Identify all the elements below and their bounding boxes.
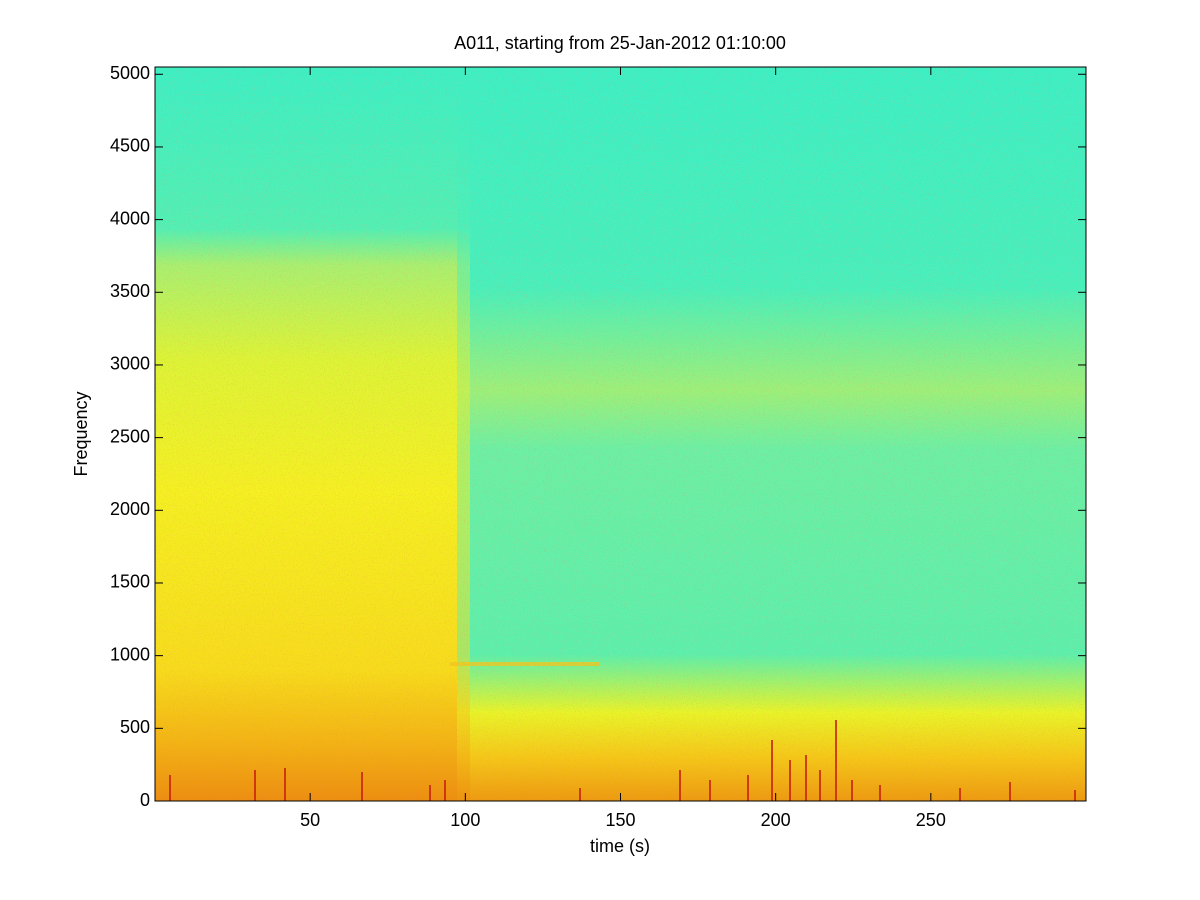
x-tick-label: 250 (916, 810, 946, 830)
y-tick-label: 0 (140, 790, 150, 810)
y-tick-label: 1500 (110, 572, 150, 592)
chart-title: A011, starting from 25-Jan-2012 01:10:00 (454, 33, 786, 53)
y-tick-label: 5000 (110, 63, 150, 83)
x-axis-label: time (s) (590, 836, 650, 856)
x-tick-label: 100 (450, 810, 480, 830)
x-tick-label: 50 (300, 810, 320, 830)
x-tick-label: 200 (761, 810, 791, 830)
y-tick-label: 3000 (110, 354, 150, 374)
y-tick-label: 500 (120, 717, 150, 737)
y-tick-label: 4500 (110, 136, 150, 156)
y-axis-label: Frequency (71, 391, 91, 476)
y-tick-label: 1000 (110, 644, 150, 664)
spectrogram-image (155, 67, 1086, 801)
x-tick-label: 150 (605, 810, 635, 830)
y-tick-label: 2000 (110, 499, 150, 519)
y-tick-label: 3500 (110, 281, 150, 301)
y-tick-label: 2500 (110, 426, 150, 446)
y-tick-label: 4000 (110, 208, 150, 228)
